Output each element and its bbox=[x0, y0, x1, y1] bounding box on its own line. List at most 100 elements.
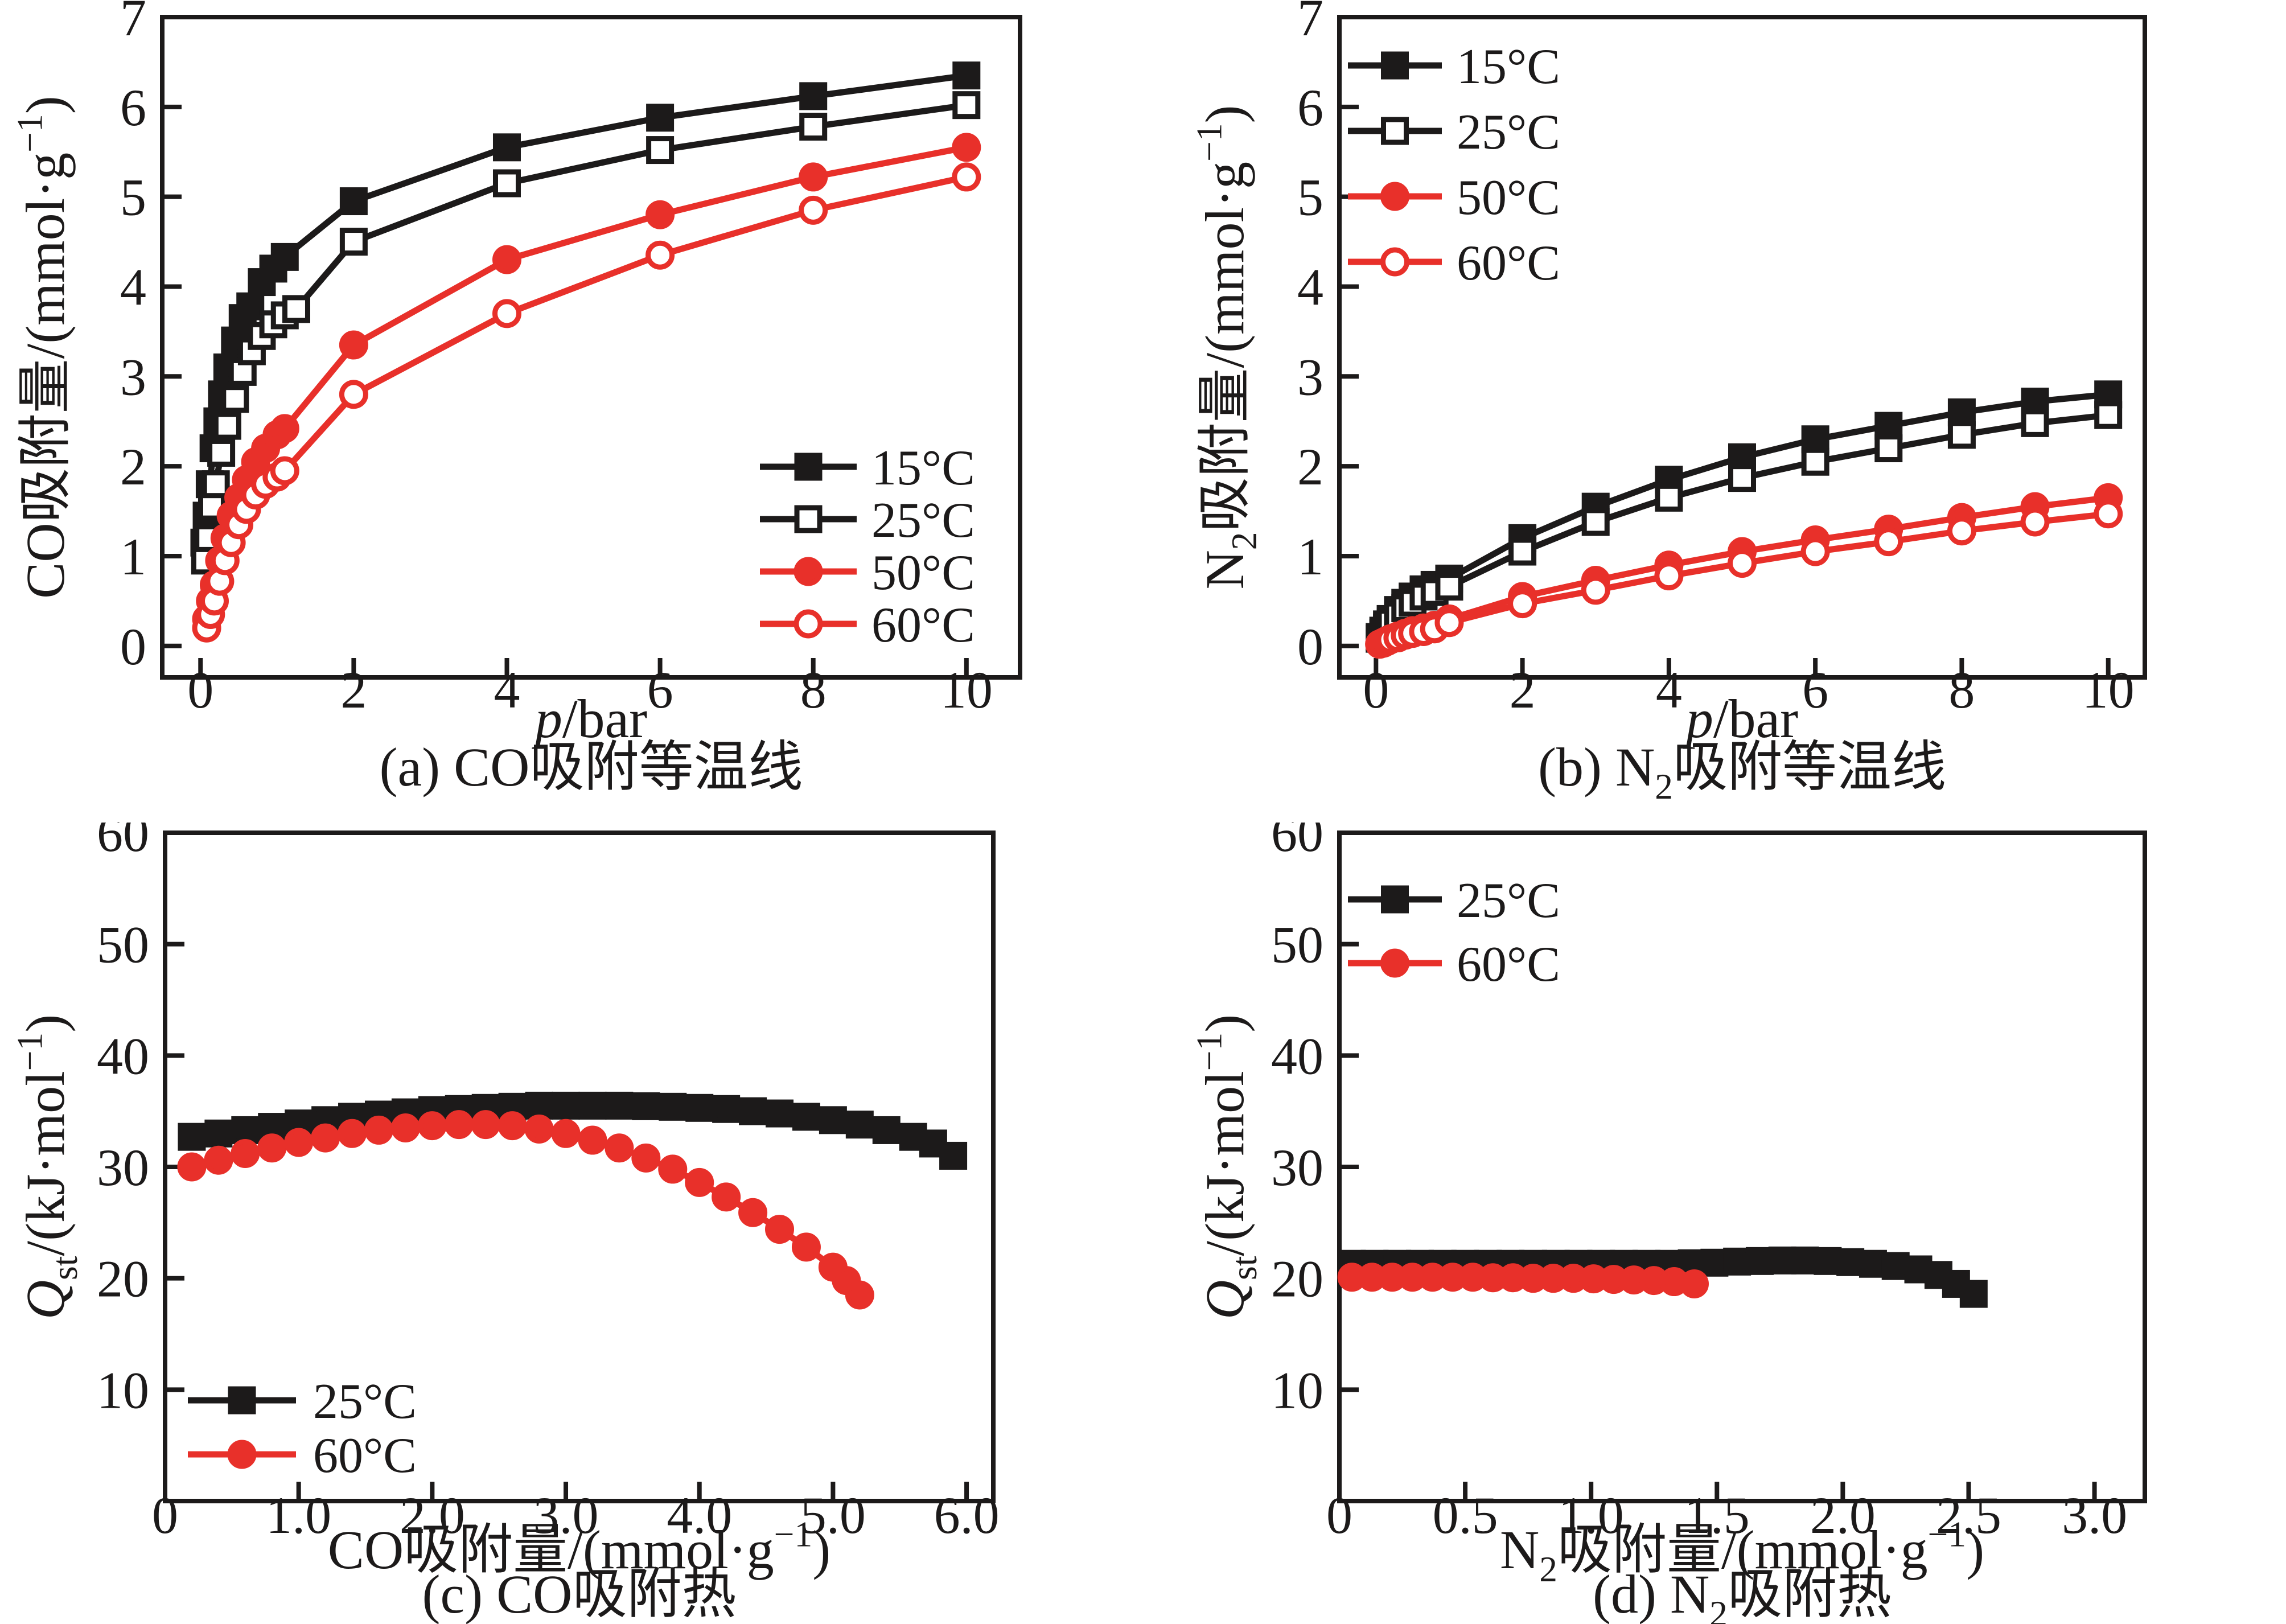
panel-b-chart: 0 2 4 6 8 10 0 1 2 3 4 5 6 7 p/bar N2吸附量/(mmol·g−1) (b) … bbox=[1190, 0, 2147, 807]
marker-square-open bbox=[1381, 117, 1409, 145]
marker-circle-filled bbox=[339, 330, 368, 360]
x-axis: 0 1.0 2.0 3.0 4.0 5.0 6.0 bbox=[152, 1482, 1000, 1544]
marker-circle-filled bbox=[204, 1145, 233, 1175]
y-tick-label: 20 bbox=[97, 1250, 149, 1308]
y-tick-label: 1 bbox=[120, 528, 146, 586]
y-tick-label: 30 bbox=[97, 1138, 149, 1197]
marker-square-filled bbox=[872, 1116, 901, 1144]
y-tick-label: 0 bbox=[1297, 618, 1323, 676]
marker-square-open bbox=[794, 505, 823, 533]
series-60C bbox=[1365, 499, 2123, 659]
marker-square-filled bbox=[1881, 1252, 1910, 1280]
marker-square-filled bbox=[1768, 1246, 1796, 1274]
marker-circle-filled bbox=[645, 200, 675, 229]
marker-square-open bbox=[1435, 573, 1463, 601]
marker-square-open bbox=[282, 295, 310, 323]
series-line bbox=[203, 144, 967, 620]
marker-circle-open bbox=[1508, 589, 1537, 619]
marker-square-filled bbox=[228, 1386, 256, 1415]
marker-square-open bbox=[1947, 421, 1976, 449]
x-tick-label: 8 bbox=[1948, 661, 1975, 719]
y-tick-label: 60 bbox=[1271, 823, 1323, 862]
x-axis-label: p/bar bbox=[1683, 688, 1798, 749]
marker-square-open bbox=[492, 169, 521, 198]
legend-label: 25°C bbox=[1457, 105, 1560, 160]
marker-square-filled bbox=[1791, 1246, 1819, 1274]
marker-square-filled bbox=[1700, 1248, 1729, 1277]
legend-item: 60°C bbox=[1348, 236, 1560, 291]
marker-square-filled bbox=[845, 1111, 874, 1139]
marker-circle-filled bbox=[799, 162, 828, 192]
y-axis-label: Qst/(kJ·mol−1) bbox=[1190, 1014, 1264, 1319]
marker-square-open bbox=[207, 438, 236, 467]
x-tick-label: 2.0 bbox=[400, 1486, 465, 1544]
marker-circle-open bbox=[645, 240, 675, 270]
marker-square-filled bbox=[1836, 1248, 1865, 1276]
marker-circle-filled bbox=[605, 1133, 634, 1163]
marker-square-filled bbox=[525, 1091, 553, 1120]
series-60C bbox=[177, 1110, 874, 1310]
x-tick-label: 1.0 bbox=[266, 1486, 331, 1544]
marker-circle-filled bbox=[1679, 1269, 1709, 1298]
marker-square-filled bbox=[1723, 1247, 1751, 1276]
y-tick-label: 10 bbox=[1271, 1361, 1323, 1419]
plot-frame bbox=[1337, 15, 2147, 680]
marker-circle-open bbox=[1434, 608, 1464, 638]
marker-square-filled bbox=[1381, 885, 1409, 914]
legend-label: 50°C bbox=[1457, 170, 1560, 225]
plot-frame bbox=[1337, 830, 2147, 1503]
marker-circle-open bbox=[793, 609, 823, 639]
y-tick-label: 30 bbox=[1271, 1138, 1323, 1197]
marker-square-filled bbox=[632, 1092, 660, 1120]
x-axis-label: CO吸附量/(mmol·g−1) bbox=[328, 1515, 830, 1580]
legend-label: 60°C bbox=[313, 1428, 417, 1483]
marker-circle-filled bbox=[712, 1182, 741, 1212]
legend: 15°C 25°C 50°C 60°C bbox=[1348, 39, 1560, 291]
marker-circle-filled bbox=[417, 1111, 447, 1141]
marker-square-filled bbox=[939, 1141, 968, 1170]
legend-item: 25°C bbox=[188, 1374, 417, 1429]
y-tick-label: 7 bbox=[120, 0, 146, 47]
marker-square-filled bbox=[1381, 51, 1409, 80]
x-tick-label: 4 bbox=[494, 661, 520, 719]
marker-circle-open bbox=[1874, 527, 1903, 557]
marker-square-open bbox=[952, 91, 981, 120]
marker-square-filled bbox=[204, 1119, 233, 1148]
y-tick-label: 40 bbox=[1271, 1027, 1323, 1085]
legend-label: 25°C bbox=[313, 1374, 417, 1429]
marker-square-filled bbox=[712, 1095, 741, 1123]
marker-square-filled bbox=[1801, 425, 1829, 454]
marker-circle-filled bbox=[793, 557, 823, 586]
marker-square-filled bbox=[1959, 1280, 1988, 1308]
y-tick-label: 4 bbox=[1297, 258, 1323, 316]
x-tick-label: 6 bbox=[1802, 661, 1828, 719]
marker-circle-filled bbox=[471, 1110, 500, 1140]
marker-circle-filled bbox=[492, 245, 521, 274]
marker-circle-filled bbox=[227, 1440, 257, 1469]
x-tick-label: 0 bbox=[152, 1486, 178, 1544]
marker-circle-filled bbox=[845, 1280, 874, 1310]
marker-circle-open bbox=[2094, 499, 2123, 529]
legend-item: 60°C bbox=[1348, 937, 1560, 992]
series-50C bbox=[192, 133, 981, 634]
legend-item: 25°C bbox=[1348, 873, 1560, 928]
marker-circle-filled bbox=[498, 1111, 527, 1141]
marker-square-filled bbox=[819, 1106, 847, 1134]
x-axis: 0 0.5 1.0 1.5 2.0 2.5 3.0 bbox=[1326, 1482, 2127, 1544]
marker-square-open bbox=[2094, 401, 2123, 429]
y-axis-label: CO吸附量/(mmol·g−1) bbox=[10, 96, 76, 598]
marker-square-filled bbox=[799, 82, 828, 110]
x-tick-label: 3.0 bbox=[2062, 1486, 2127, 1544]
panel-d-chart: 0 0.5 1.0 1.5 2.0 2.5 3.0 10 20 30 40 50 60 N2吸附量/(mm… bbox=[1190, 823, 2147, 1624]
x-axis: 0 2 4 6 8 10 bbox=[187, 658, 993, 719]
x-tick-label: 2.0 bbox=[1810, 1486, 1876, 1544]
marker-circle-filled bbox=[177, 1152, 207, 1182]
marker-square-filled bbox=[685, 1093, 714, 1122]
y-axis-label: N2吸附量/(mmol·g−1) bbox=[1190, 105, 1264, 589]
y-tick-label: 3 bbox=[120, 348, 146, 406]
legend-item: 50°C bbox=[760, 545, 975, 601]
legend-label: 50°C bbox=[871, 545, 975, 601]
marker-square-open bbox=[221, 385, 249, 413]
marker-square-open bbox=[213, 412, 241, 440]
marker-circle-filled bbox=[270, 414, 299, 443]
